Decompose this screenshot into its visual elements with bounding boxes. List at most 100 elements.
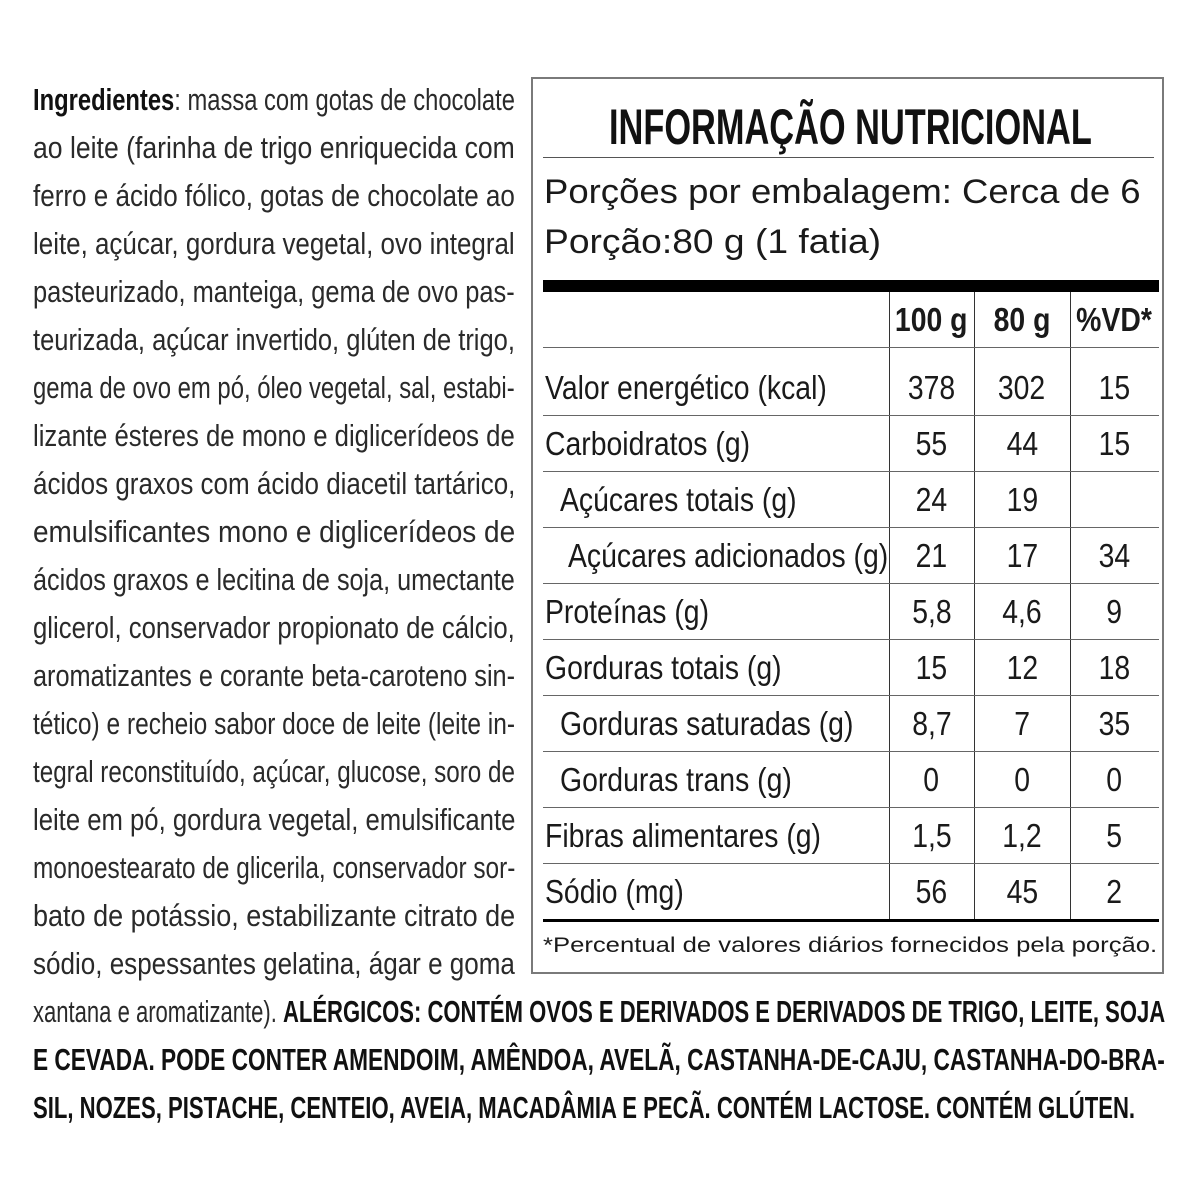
column-header: 100 g [895,301,968,338]
nutrition-facts-panel: INFORMAÇÃO NUTRICIONAL Porções por embal… [531,77,1164,974]
ingredients-line: Ingredientes: massa com gotas de chocola… [33,82,515,117]
ingredients-label: Ingredientes [33,82,175,117]
nutrient-label: Carboidratos (g) [545,425,751,462]
allergens-text: ALÉRGICOS: CONTÉM OVOS E DERIVADOS E DER… [282,994,1166,1029]
table-row: Carboidratos (g) 55 44 15 [543,416,1159,472]
allergens-text: E CEVADA. PODE CONTER AMENDOIM, AMÊNDOA,… [33,1042,1165,1077]
column-divider [889,292,890,920]
row-divider [543,863,1159,864]
value-per-serving: 4,6 [1002,593,1042,630]
footnote-text: *Percentual de valores diários fornecido… [543,934,1158,957]
value-per-serving: 45 [1006,873,1038,910]
nutrition-title-text: INFORMAÇÃO NUTRICIONAL [609,99,1092,155]
nutrient-label: Gorduras trans (g) [560,761,792,798]
row-divider [543,639,1159,640]
nutrient-label: Valor energético (kcal) [545,369,827,406]
value-per-100g: 8,7 [911,705,952,742]
value-per-100g: 15 [915,649,948,686]
ingredients-line: ao leite (farinha de trigo enriquecida c… [33,130,515,165]
row-divider [543,807,1159,808]
value-per-100g: 1,5 [911,817,952,854]
servings-per-package: Porções por embalagem: Cerca de 6 [544,167,1141,217]
table-row: Valor energético (kcal) 378 302 15 [543,360,1159,416]
ingredients-line: xantana e aromatizante). ALÉRGICOS: CONT… [33,994,1166,1029]
ingredients-line: pasteurizado, manteiga, gema de ovo pas- [33,274,515,309]
table-row: Sódio (mg) 56 45 2 [543,864,1159,920]
value-per-serving: 1,2 [1002,817,1042,854]
column-divider [974,292,975,920]
table-row: Proteínas (g) 5,8 4,6 9 [543,584,1159,640]
nutrient-label: Proteínas (g) [545,593,710,630]
value-per-serving: 19 [1006,481,1038,518]
nutrient-label: Açúcares adicionados (g) [568,537,889,574]
ingredients-line: aromatizantes e corante beta-caroteno si… [33,658,516,693]
row-divider [543,415,1159,416]
ingredients-line: ácidos graxos com ácido diacetil tartári… [33,466,516,501]
value-per-serving: 302 [998,369,1046,406]
value-per-serving: 17 [1006,537,1038,574]
table-row: Açúcares totais (g) 24 19 [543,472,1159,528]
ingredients-line: bato de potássio, estabilizante citrato … [33,898,516,933]
thick-divider [543,280,1159,292]
ingredients-line: tético) e recheio sabor doce de leite (l… [33,706,515,741]
column-header: %VD* [1076,301,1153,338]
column-header: 80 g [993,301,1051,338]
ingredients-line: SIL, NOZES, PISTACHE, CENTEIO, AVEIA, MA… [33,1084,1135,1132]
ingredients-line: monoestearato de glicerila, conservador … [33,850,516,885]
daily-value-percent: 9 [1106,593,1123,630]
daily-value-percent: 34 [1098,537,1131,574]
value-per-100g: 378 [907,369,956,406]
table-row: Gorduras saturadas (g) 8,7 7 35 [543,696,1159,752]
daily-value-percent: 2 [1106,873,1123,910]
footnote: *Percentual de valores diários fornecido… [543,931,1157,961]
ingredients-line: glicerol, conservador propionato de cálc… [33,610,515,645]
daily-value-percent: 0 [1106,761,1123,798]
ingredients-line: E CEVADA. PODE CONTER AMENDOIM, AMÊNDOA,… [33,1036,1165,1084]
table-row: Gorduras totais (g) 15 12 18 [543,640,1159,696]
table-row: Gorduras trans (g) 0 0 0 [543,752,1159,808]
daily-value-percent: 35 [1098,705,1131,742]
row-divider [543,527,1159,528]
daily-value-percent: 15 [1098,425,1131,462]
daily-value-percent: 15 [1098,369,1131,406]
value-per-100g: 55 [915,425,948,462]
ingredients-line: lizante ésteres de mono e diglicerídeos … [33,418,515,453]
value-per-serving: 0 [1014,761,1030,798]
servings-text: Porções por embalagem: Cerca de 6 [544,173,1141,211]
ingredients-line: emulsificantes mono e diglicerídeos de [33,514,516,549]
daily-value-percent: 5 [1106,817,1123,854]
ingredients-line: sódio, espessantes gelatina, ágar e goma [33,946,515,981]
value-per-100g: 56 [915,873,948,910]
ingredients-line: gema de ovo em pó, óleo vegetal, sal, es… [33,370,515,405]
row-divider [543,751,1159,752]
nutrient-label: Sódio (mg) [545,873,684,910]
value-per-serving: 12 [1006,649,1038,686]
row-divider [543,347,1159,348]
allergens-text: SIL, NOZES, PISTACHE, CENTEIO, AVEIA, MA… [33,1090,1136,1125]
value-per-100g: 5,8 [911,593,952,630]
ingredients-line: ácidos graxos e lecitina de soja, umecta… [33,562,515,597]
table-row: Fibras alimentares (g) 1,5 1,2 5 [543,808,1159,864]
daily-value-percent [1070,472,1159,528]
row-divider [543,471,1159,472]
value-per-serving: 44 [1006,425,1038,462]
value-per-100g: 0 [923,761,940,798]
nutrient-label: Fibras alimentares (g) [545,817,822,854]
nutrient-label: Gorduras saturadas (g) [560,705,854,742]
nutrition-title: INFORMAÇÃO NUTRICIONAL [609,99,1092,155]
ingredients-line: leite, açúcar, gordura vegetal, ovo inte… [33,226,515,261]
column-divider [1070,292,1071,920]
row-divider [543,583,1159,584]
value-per-100g: 21 [915,537,948,574]
value-per-serving: 7 [1014,705,1030,742]
ingredients-line: teurizada, açúcar invertido, glúten de t… [33,322,515,357]
table-header-row: 100 g 80 g %VD* [543,292,1159,348]
divider [543,157,1154,158]
table-row: Açúcares adicionados (g) 21 17 34 [543,528,1159,584]
nutrient-label: Gorduras totais (g) [545,649,782,686]
row-divider [543,695,1159,696]
ingredients-line: ferro e ácido fólico, gotas de chocolate… [33,178,515,213]
ingredients-line: leite em pó, gordura vegetal, emulsifica… [33,802,516,837]
serving-size: Porção:80 g (1 fatia) [544,217,881,267]
nutrient-label: Açúcares totais (g) [560,481,797,518]
